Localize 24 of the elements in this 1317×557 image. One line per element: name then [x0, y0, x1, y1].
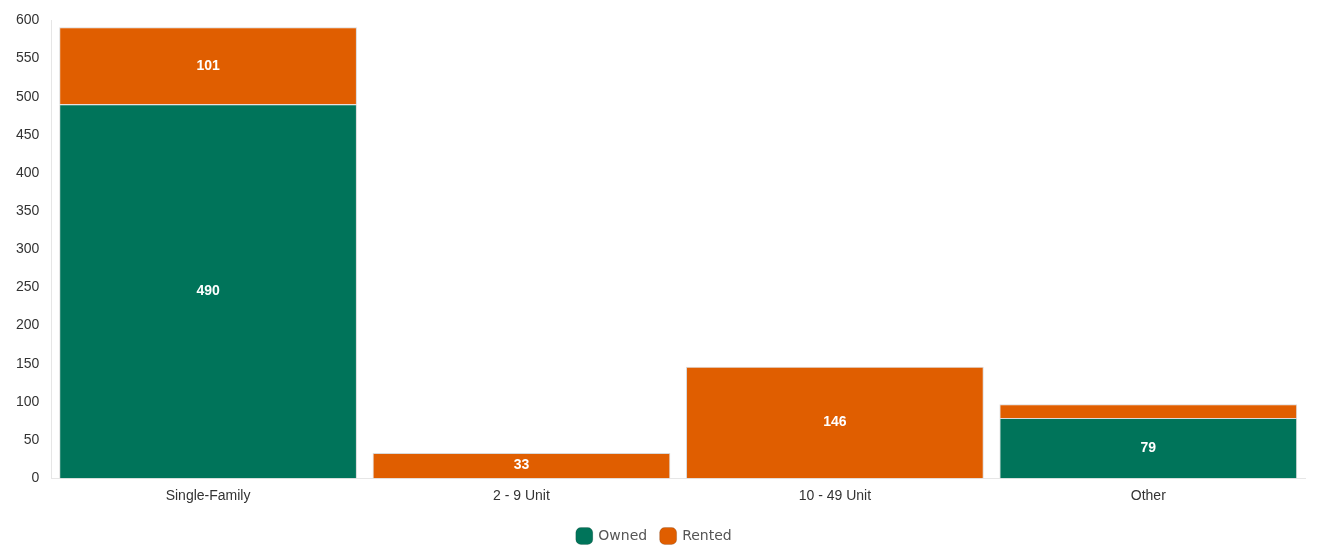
data-label: 146: [823, 413, 847, 430]
y-tick-label: 400: [16, 163, 40, 180]
y-tick-label: 250: [16, 278, 40, 295]
x-tick-label: 2 - 9 Unit: [493, 487, 550, 504]
legend-label: Rented: [682, 526, 732, 543]
y-tick-label: 0: [31, 469, 40, 486]
x-tick-label: Single-Family: [165, 487, 251, 504]
data-label: 79: [1140, 438, 1157, 455]
x-tick-label: Other: [1130, 487, 1167, 504]
legend-label: Owned: [598, 526, 648, 543]
y-tick-label: 200: [16, 316, 40, 333]
y-tick-label: 150: [16, 354, 40, 371]
y-tick-label: 450: [16, 125, 40, 142]
data-label: 33: [513, 456, 530, 473]
y-tick-label: 50: [23, 430, 40, 447]
x-tick-label: 10 - 49 Unit: [798, 487, 872, 504]
y-tick-label: 600: [16, 11, 40, 28]
y-tick-label: 550: [16, 49, 40, 66]
y-tick-label: 300: [16, 240, 40, 257]
y-tick-label: 350: [16, 202, 40, 219]
y-tick-label: 100: [16, 392, 40, 409]
y-tick-label: 500: [16, 87, 40, 104]
data-label: 101: [196, 56, 220, 73]
data-label: 490: [196, 282, 220, 299]
